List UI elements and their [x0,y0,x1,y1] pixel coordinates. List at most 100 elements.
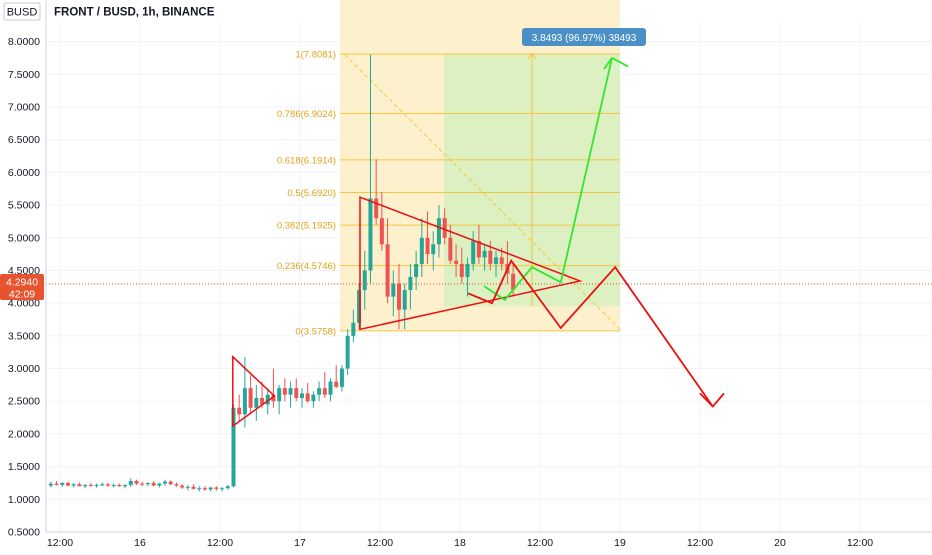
bearish-arrow-head [699,392,725,408]
candle-body[interactable] [237,407,242,415]
candle-body[interactable] [454,260,459,264]
candle-body[interactable] [494,257,499,264]
candle-body[interactable] [248,388,253,408]
y-tick-label: 1.5000 [8,461,40,473]
candle-body[interactable] [282,388,287,395]
candle-body[interactable] [499,257,504,264]
candle-body[interactable] [397,283,401,310]
candle-body[interactable] [60,482,65,485]
candle-body[interactable] [322,388,327,395]
fib-level-label: 1(7.8081) [295,50,336,61]
candles[interactable] [48,54,516,492]
candle-body[interactable] [185,486,190,488]
candle-body[interactable] [328,381,333,395]
candle-body[interactable] [299,393,304,398]
candle-body[interactable] [180,485,185,488]
candle-body[interactable] [357,290,362,323]
candle-body[interactable] [191,486,196,489]
candle-body[interactable] [368,198,373,271]
candle-body[interactable] [448,237,453,261]
candle-body[interactable] [459,263,464,277]
candle-body[interactable] [305,393,310,402]
currency-badge-box[interactable] [3,2,41,21]
candle-body[interactable] [471,241,476,264]
candle-body[interactable] [345,335,350,369]
candle-body[interactable] [271,394,276,402]
candle-body[interactable] [225,486,230,489]
candle-body[interactable] [202,488,207,490]
candle-body[interactable] [157,483,162,486]
candle-body[interactable] [71,484,76,486]
candle-body[interactable] [151,482,156,486]
candle-body[interactable] [168,481,173,485]
bearish-projection-path[interactable] [467,258,714,407]
candle-body[interactable] [317,388,322,395]
candle-body[interactable] [163,481,167,484]
x-tick-label: 12:00 [687,537,713,549]
candle-body[interactable] [83,484,88,487]
candle-body[interactable] [128,481,133,485]
candle-body[interactable] [123,484,128,487]
candle-body[interactable] [482,250,487,258]
candle-body[interactable] [220,488,225,490]
small-pennant-triangle[interactable] [232,355,276,428]
candle-body[interactable] [145,482,150,485]
x-tick-label: 19 [614,537,626,549]
candle-body[interactable] [65,482,70,486]
candle-body[interactable] [77,484,82,487]
candle-body[interactable] [436,218,441,245]
candle-body[interactable] [334,381,339,387]
candle-body[interactable] [374,198,379,219]
candle-body[interactable] [174,484,179,486]
candle-body[interactable] [208,487,213,490]
candle-body[interactable] [254,397,259,408]
candle-body[interactable] [339,368,344,387]
candle-body[interactable] [88,484,93,486]
candle-body[interactable] [197,488,202,490]
candle-body[interactable] [402,290,407,310]
candle-body[interactable] [419,237,424,264]
candle-body[interactable] [231,407,236,487]
candle-body[interactable] [476,241,481,258]
candle-body[interactable] [214,487,219,489]
y-tick-label: 1.0000 [8,494,40,506]
symbol-title: FRONT / BUSD, 1h, BINANCE [54,7,215,19]
candle-body[interactable] [105,484,110,486]
candle-body[interactable] [391,283,396,297]
candle-body[interactable] [465,263,470,277]
price-tag-countdown: 42:09 [9,289,35,301]
candle-body[interactable] [111,484,116,486]
main-symmetrical-triangle[interactable] [359,196,583,331]
candle-body[interactable] [414,263,419,277]
candle-body[interactable] [408,277,413,291]
candle-body[interactable] [277,388,282,402]
candle-body[interactable] [140,483,145,485]
x-tick-label: 12:00 [47,537,73,549]
candle-body[interactable] [442,218,447,238]
candle-body[interactable] [362,270,367,291]
candle-body[interactable] [117,484,122,487]
candle-body[interactable] [260,397,265,405]
candle-body[interactable] [488,250,493,264]
candle-body[interactable] [385,244,390,297]
candle-body[interactable] [54,483,59,485]
candle-body[interactable] [288,388,293,395]
candle-body[interactable] [379,218,384,245]
candle-body[interactable] [242,388,247,415]
candle-body[interactable] [265,394,270,405]
candle-body[interactable] [511,273,516,291]
candle-body[interactable] [431,244,436,255]
candle-body[interactable] [94,484,99,486]
candle-body[interactable] [294,388,299,398]
candle-body[interactable] [425,237,430,255]
target-arrow-head [527,52,537,60]
candle-body[interactable] [311,394,316,402]
candle-body[interactable] [134,481,139,484]
trend-drawings[interactable] [46,56,932,428]
bullish-projection-path[interactable] [483,57,613,302]
candle-body[interactable] [100,484,105,486]
price-tag-bg [0,274,44,300]
candle-body[interactable] [48,483,53,486]
candle-body[interactable] [351,322,356,336]
